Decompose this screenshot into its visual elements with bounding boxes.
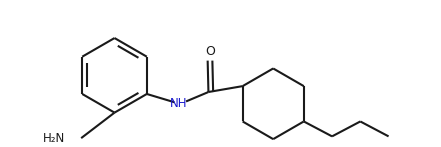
Text: NH: NH <box>170 97 188 110</box>
Text: O: O <box>205 45 215 59</box>
Text: H₂N: H₂N <box>42 132 65 145</box>
